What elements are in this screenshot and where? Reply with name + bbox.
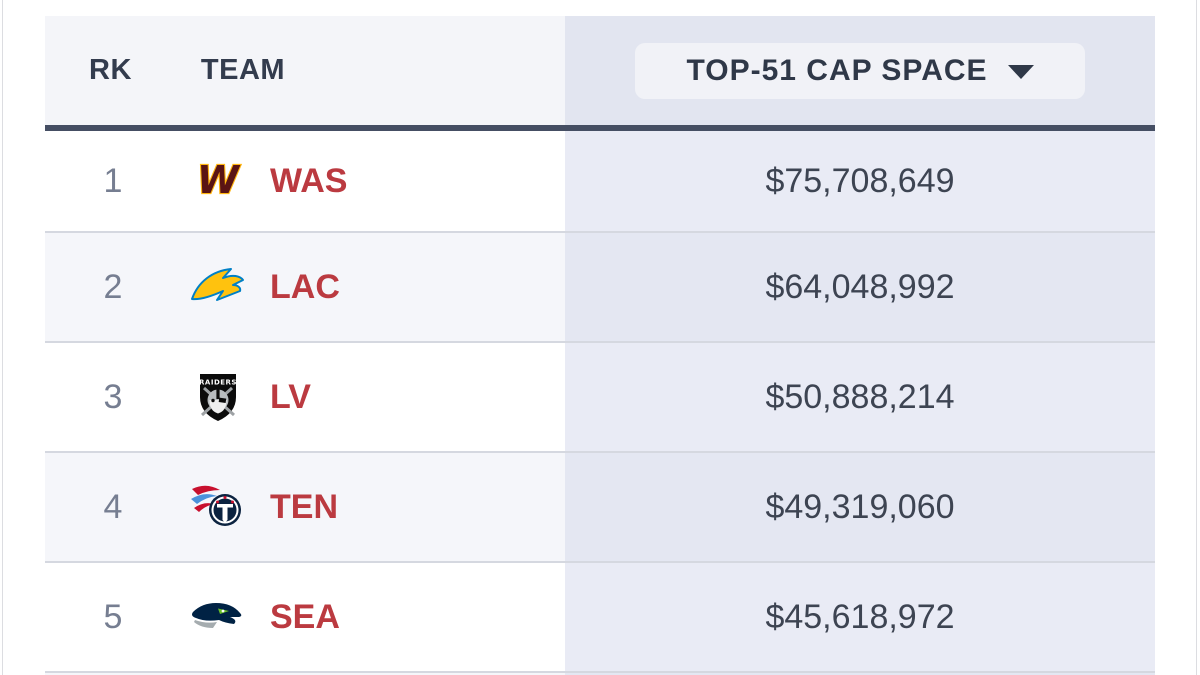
team-abbr[interactable]: SEA [270, 597, 340, 636]
cap-space-value: $49,319,060 [765, 487, 955, 526]
row-left-cell: 1 W WAS [45, 131, 565, 233]
cap-space-value: $45,618,972 [765, 597, 955, 636]
team-link-lv[interactable]: RAIDERS LV [181, 369, 311, 425]
rank-value: 2 [103, 267, 123, 306]
row-left-cell: 2 LAC [45, 233, 565, 343]
table-header-row: RK TEAM TOP-51 CAP SPACE [45, 16, 1155, 125]
row-left-cell: 3 RAIDERS [45, 343, 565, 453]
cap-space-value: $75,708,649 [765, 161, 955, 200]
raiders-logo-wordmark: RAIDERS [199, 379, 237, 387]
cap-space-table: RK TEAM TOP-51 CAP SPACE 1 W [45, 16, 1155, 675]
table-row: 3 RAIDERS [45, 343, 1155, 453]
header-divider-bar [45, 125, 1155, 131]
los-angeles-chargers-logo-icon[interactable] [190, 259, 246, 315]
team-link-was[interactable]: W WAS [181, 153, 348, 209]
team-link-lac[interactable]: LAC [181, 259, 340, 315]
cap-space-cell: $75,708,649 [565, 131, 1155, 233]
seattle-seahawks-logo-icon[interactable] [190, 589, 246, 645]
table-row: 5 SEA $45,618,972 [45, 563, 1155, 673]
cap-space-sort-button-label: TOP-51 CAP SPACE [686, 53, 988, 87]
header-left-section: RK TEAM [45, 16, 565, 125]
cap-space-value: $50,888,214 [765, 377, 955, 416]
header-capspace-section: TOP-51 CAP SPACE [565, 16, 1155, 125]
cap-space-cell: $50,888,214 [565, 343, 1155, 453]
cap-space-cell: $49,319,060 [565, 453, 1155, 563]
team-abbr[interactable]: WAS [270, 161, 348, 200]
team-abbr[interactable]: TEN [270, 487, 338, 526]
next-row-sliver [45, 673, 1155, 675]
cap-space-cell: $64,048,992 [565, 233, 1155, 343]
team-link-sea[interactable]: SEA [181, 589, 340, 645]
svg-text:W: W [197, 158, 241, 202]
cap-space-cell: $45,618,972 [565, 563, 1155, 673]
team-abbr[interactable]: LV [270, 377, 311, 416]
table-row: 1 W WAS $75,708,649 [45, 131, 1155, 233]
screen-edge-left [2, 0, 3, 675]
team-link-ten[interactable]: TEN [181, 479, 338, 535]
row-left-cell: 4 [45, 453, 565, 563]
washington-commanders-logo-icon[interactable]: W [190, 153, 246, 209]
rank-value: 3 [103, 377, 123, 416]
table-row: 2 LAC $64,048,992 [45, 233, 1155, 343]
team-column-header: TEAM [200, 54, 286, 86]
rank-value: 4 [103, 487, 123, 526]
cap-space-sort-button[interactable]: TOP-51 CAP SPACE [635, 42, 1085, 99]
caret-down-icon [1007, 65, 1034, 79]
las-vegas-raiders-logo-icon[interactable]: RAIDERS [190, 369, 246, 425]
screen-edge-right [1196, 0, 1197, 675]
rank-value: 1 [103, 161, 123, 200]
team-abbr[interactable]: LAC [270, 267, 340, 306]
rank-column-header: RK [89, 54, 132, 86]
table-row: 4 [45, 453, 1155, 563]
tennessee-titans-logo-icon[interactable] [190, 479, 246, 535]
row-left-cell: 5 SEA [45, 563, 565, 673]
cap-space-value: $64,048,992 [765, 267, 955, 306]
rank-value: 5 [103, 597, 123, 636]
